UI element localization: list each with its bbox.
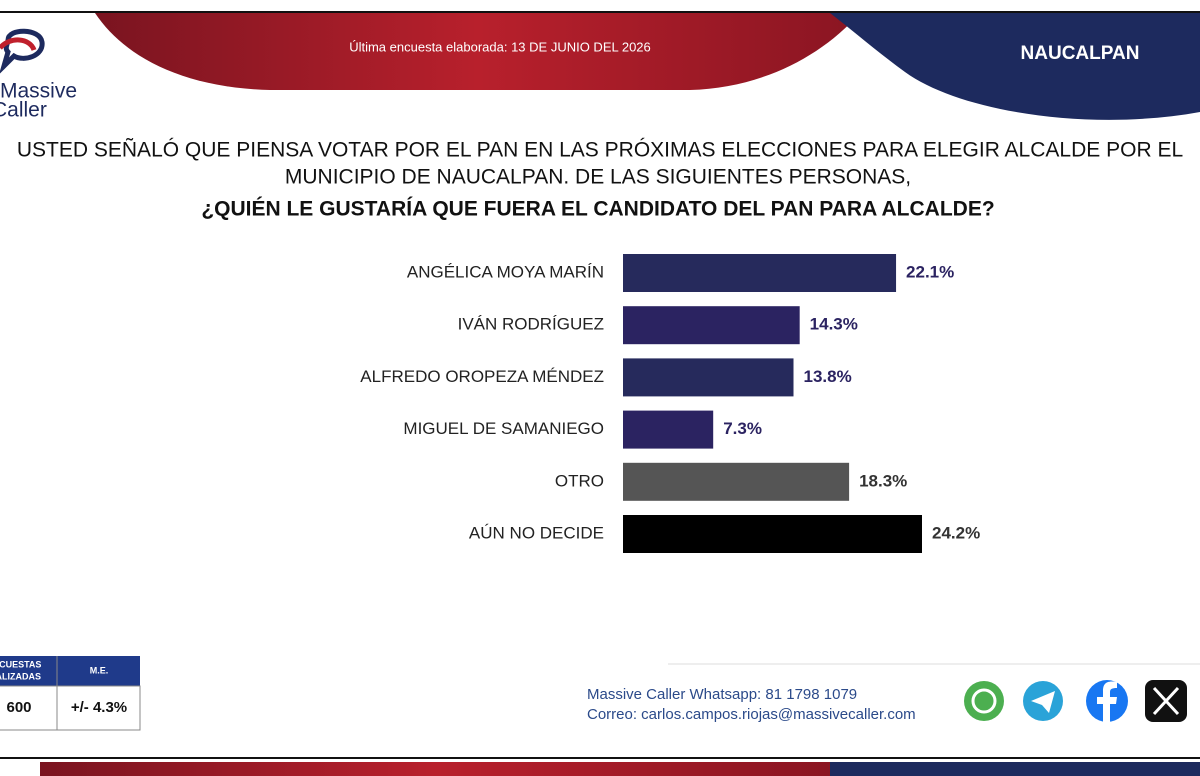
value-label: 7.3% — [723, 419, 762, 438]
footer-navy-band — [830, 762, 1200, 776]
x-icon-glyph — [1152, 686, 1180, 716]
value-label: 24.2% — [932, 523, 980, 542]
category-label: ANGÉLICA MOYA MARÍN — [407, 262, 604, 281]
logo-mark — [0, 37, 37, 52]
bar — [623, 515, 922, 553]
facebook-icon-glyph — [1097, 681, 1117, 722]
telegram-icon-glyph — [1031, 691, 1055, 713]
sample-table: ENCUESTAS REALIZADAS M.E. 600 +/- 4.3% — [0, 656, 141, 731]
region: NAUCALPAN — [1021, 43, 1140, 64]
category-label: IVÁN RODRÍGUEZ — [458, 315, 604, 334]
value-label: 14.3% — [810, 315, 858, 334]
value-label: 22.1% — [906, 262, 954, 281]
table-header-text: M.E. — [90, 665, 109, 675]
category-label: MIGUEL DE SAMANIEGO — [403, 419, 604, 438]
table-cell: +/- 4.3% — [71, 699, 127, 716]
table-header — [0, 656, 140, 686]
social-icons — [964, 680, 1187, 722]
value-label: 18.3% — [859, 471, 907, 490]
logo: Massive Caller — [0, 28, 77, 122]
question-line: USTED SEÑALÓ QUE PIENSA VOTAR POR EL PAN… — [17, 138, 1183, 162]
logo-text: Caller — [0, 99, 47, 122]
category-label: OTRO — [555, 471, 604, 490]
table-header-text: ENCUESTAS — [0, 659, 41, 669]
category-label: ALFREDO OROPEZA MÉNDEZ — [360, 367, 604, 386]
contact-whatsapp: Massive Caller Whatsapp: 81 1798 1079 — [587, 686, 857, 703]
question-line: ¿QUIÉN LE GUSTARÍA QUE FUERA EL CANDIDAT… — [201, 198, 994, 221]
survey-date: Última encuesta elaborada: 13 DE JUNIO D… — [349, 39, 651, 54]
bar-chart: ANGÉLICA MOYA MARÍN 22.1% IVÁN RODRÍGUEZ 14… — [360, 254, 980, 553]
whatsapp-icon[interactable] — [964, 681, 1004, 721]
category-label: AÚN NO DECIDE — [469, 523, 604, 542]
whatsapp-icon-glyph — [971, 688, 997, 714]
logo-text: Massive — [0, 80, 77, 103]
bar — [623, 462, 850, 501]
question-line: MUNICIPIO DE NAUCALPAN. DE LAS SIGUIENTE… — [285, 166, 911, 189]
bar — [623, 358, 794, 397]
contact-email: Correo: carlos.campos.riojas@massivecall… — [587, 706, 916, 723]
logo-mark — [0, 28, 45, 74]
value-label: 13.8% — [804, 367, 852, 386]
header-red-band — [95, 13, 860, 90]
table-body — [0, 685, 141, 731]
table-cell: 600 — [6, 699, 31, 716]
bar — [623, 306, 800, 345]
bar — [623, 254, 897, 292]
bar — [623, 410, 714, 449]
header-navy-band — [830, 13, 1200, 120]
footer-red-band — [40, 762, 830, 776]
table-header-text: REALIZADAS — [0, 671, 41, 681]
